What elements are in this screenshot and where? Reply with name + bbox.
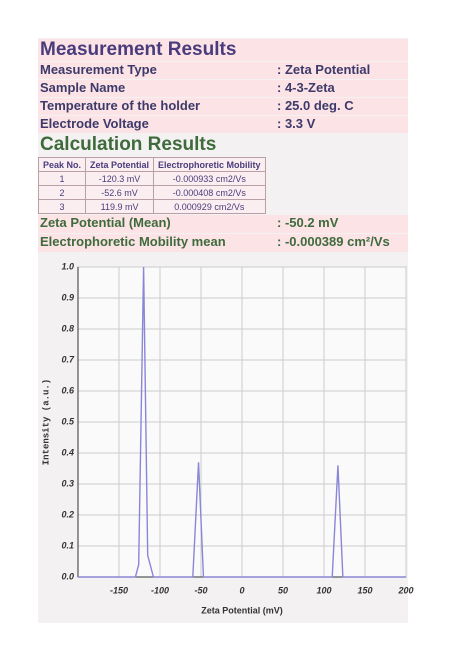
field-label: Temperature of the holder	[40, 98, 201, 113]
y-axis-label: Intensity (a.u.)	[41, 379, 51, 465]
y-tick-label: 0.1	[61, 540, 74, 550]
row-band	[38, 215, 408, 233]
row-band	[38, 62, 408, 79]
field-value: : 4-3-Zeta	[277, 80, 335, 95]
section-title: Calculation Results	[40, 134, 217, 155]
y-tick-label: 0.8	[61, 323, 74, 333]
summary-label: Electrophoretic Mobility mean	[40, 234, 226, 249]
x-tick-label: 150	[357, 585, 372, 595]
y-tick-label: 0.3	[61, 478, 74, 488]
field-value: : 25.0 deg. C	[277, 98, 354, 113]
x-tick-label: -150	[110, 585, 128, 595]
table-row: 2 -52.6 mV -0.000408 cm2/Vs	[37, 185, 266, 200]
y-tick-label: 0.7	[61, 354, 75, 364]
column-header: Peak No.	[37, 157, 87, 172]
y-tick-label: 0.6	[61, 385, 75, 395]
y-tick-label: 0.9	[61, 292, 74, 302]
y-tick-label: 0.0	[61, 571, 74, 581]
row-band	[38, 116, 408, 133]
x-tick-label: 0	[239, 585, 244, 595]
table-row: 1 -120.3 mV -0.000933 cm2/Vs	[37, 171, 266, 186]
row-band	[38, 98, 408, 115]
summary-label: Zeta Potential (Mean)	[40, 215, 171, 230]
summary-value: : -0.000389 cm²/Vs	[277, 234, 390, 249]
table-cell: -52.6 mV	[85, 185, 155, 200]
y-tick-label: 0.4	[61, 447, 74, 457]
column-header: Zeta Potential	[85, 157, 155, 172]
y-tick-label: 1.0	[61, 261, 74, 271]
field-value: : 3.3 V	[277, 116, 316, 131]
data-line	[78, 266, 406, 578]
field-value: : Zeta Potential	[277, 62, 371, 77]
table-cell: 119.9 mV	[85, 199, 155, 214]
y-tick-label: 0.5	[61, 416, 75, 426]
field-label: Measurement Type	[40, 62, 157, 77]
table-cell: 3	[37, 199, 87, 214]
x-tick-label: -50	[194, 585, 207, 595]
y-tick-label: 0.2	[61, 509, 74, 519]
table-row: 3 119.9 mV 0.000929 cm2/Vs	[37, 199, 266, 214]
table-cell: -0.000933 cm2/Vs	[153, 171, 266, 186]
title-band	[38, 39, 408, 61]
x-axis-label: Zeta Potential (mV)	[201, 605, 283, 615]
table-cell: 2	[37, 185, 87, 200]
field-label: Electrode Voltage	[40, 116, 149, 131]
row-band	[38, 234, 408, 252]
table-cell: -0.000408 cm2/Vs	[153, 185, 266, 200]
peak-table: Peak No. Zeta Potential Electrophoretic Mo…	[37, 157, 266, 214]
x-tick-label: 50	[278, 585, 288, 595]
summary-value: : -50.2 mV	[277, 215, 339, 230]
field-label: Sample Name	[40, 80, 126, 95]
section-title: Measurement Results	[40, 39, 237, 60]
x-tick-label: -100	[151, 585, 169, 595]
table-cell: 0.000929 cm2/Vs	[153, 199, 266, 214]
row-band	[38, 80, 408, 97]
table-cell: 1	[37, 171, 87, 186]
x-tick-label: 200	[397, 585, 413, 595]
x-tick-label: 100	[316, 585, 331, 595]
